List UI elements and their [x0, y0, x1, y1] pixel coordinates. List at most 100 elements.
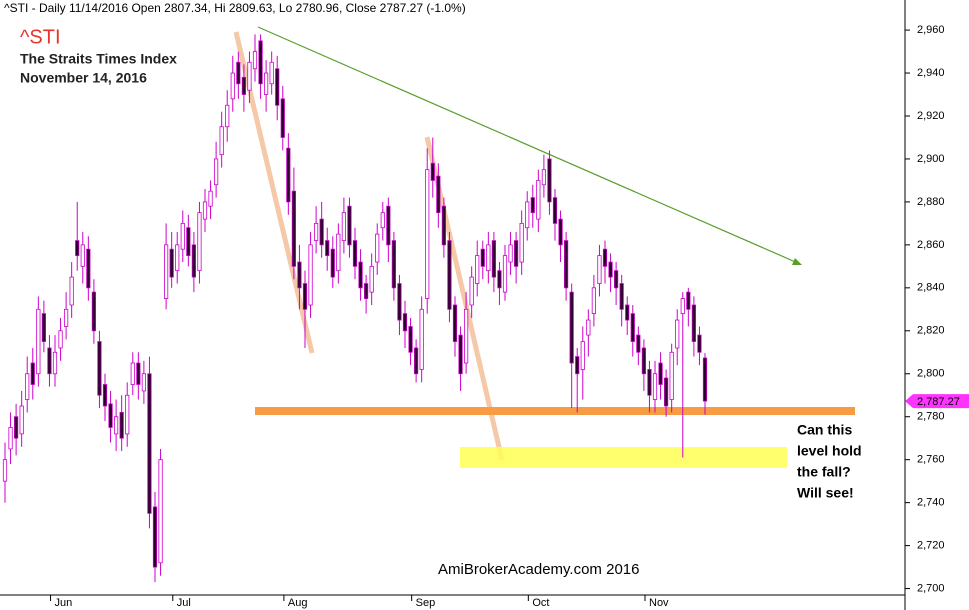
candle-body	[391, 240, 396, 289]
candle-body	[8, 427, 13, 450]
candle-body	[230, 72, 235, 100]
candle-body	[119, 412, 124, 439]
candle-body	[652, 373, 658, 400]
candle-body	[180, 222, 185, 250]
candle-body	[75, 240, 80, 257]
y-tick-label: 2,860	[917, 239, 945, 251]
candle-body	[514, 240, 519, 267]
annotation-line: the fall?	[797, 464, 851, 480]
candle-body	[675, 319, 680, 349]
candle-body	[564, 240, 569, 289]
candle-body	[247, 61, 252, 91]
header: ^STI - Daily 11/14/2016 Open 2807.34, Hi…	[4, 1, 466, 15]
candle-body	[525, 201, 530, 229]
support-zone	[460, 447, 787, 468]
chart-title: ^STI	[20, 26, 61, 48]
candle-body	[447, 240, 452, 310]
candle-body	[664, 377, 669, 407]
candle-body	[197, 212, 202, 272]
y-tick-label: 2,940	[917, 67, 945, 79]
candle-body	[519, 222, 524, 263]
candle-body	[102, 384, 108, 407]
candle-body	[147, 373, 152, 514]
y-tick-label: 2,900	[917, 153, 945, 165]
candle-body	[636, 334, 641, 353]
candle-body	[425, 169, 430, 299]
candle-body	[25, 373, 30, 400]
candle-body	[369, 265, 374, 293]
candle-body	[269, 61, 274, 85]
candle-body	[375, 233, 380, 263]
annotation-line: Will see!	[797, 485, 854, 501]
y-tick-label: 2,760	[917, 454, 945, 466]
candle-body	[658, 362, 663, 385]
candle-body	[64, 308, 69, 327]
candle-body	[141, 373, 146, 392]
candle-body	[341, 212, 346, 241]
candle-body	[602, 248, 608, 267]
candle-body	[552, 197, 558, 224]
candle-body	[697, 334, 702, 353]
candle-body	[452, 304, 458, 342]
candle-body	[608, 261, 613, 278]
candle-body	[280, 98, 285, 138]
candle-body	[347, 205, 352, 246]
candle-body	[169, 248, 174, 278]
candle-body	[297, 261, 302, 289]
candle-body	[125, 394, 130, 435]
candle-body	[419, 308, 424, 370]
candle-body	[52, 351, 58, 375]
candle-body	[19, 405, 24, 435]
candle-body	[475, 255, 480, 284]
candle-body	[364, 283, 369, 299]
candle-body	[630, 313, 635, 342]
candle-body	[597, 255, 602, 284]
candle-body	[258, 40, 263, 85]
candle-body	[536, 180, 541, 220]
candle-body	[702, 357, 708, 402]
candle-body	[108, 403, 113, 428]
candle-body	[14, 416, 19, 439]
y-tick-label: 2,780	[917, 411, 945, 423]
y-tick-label: 2,840	[917, 282, 945, 294]
candle-body	[502, 255, 508, 293]
y-tick-label: 2,880	[917, 196, 945, 208]
candle-body	[30, 362, 35, 385]
candle-body	[497, 270, 502, 289]
y-tick-label: 2,800	[917, 368, 945, 380]
candle-body	[591, 287, 596, 315]
candle-body	[614, 270, 619, 289]
candle-body	[458, 334, 463, 375]
candle-body	[208, 190, 213, 207]
candle-body	[175, 244, 180, 272]
candle-body	[330, 248, 335, 278]
candle-body	[241, 76, 246, 95]
candle-body	[80, 244, 85, 267]
candle-body	[191, 244, 196, 278]
candle-body	[291, 190, 296, 267]
x-tick-label: Aug	[288, 597, 308, 609]
candle-body	[186, 227, 191, 257]
candle-body	[358, 261, 363, 289]
candle-body	[669, 351, 674, 400]
candle-body	[491, 240, 496, 278]
candle-body	[547, 158, 552, 203]
candle-body	[319, 218, 324, 246]
y-tick-label: 2,920	[917, 110, 945, 122]
candle-body	[286, 147, 291, 203]
candle-body	[91, 291, 96, 332]
date: November 14, 2016	[20, 70, 147, 86]
candle-body	[302, 283, 308, 310]
candle-body	[308, 244, 313, 306]
x-tick-label: Jun	[55, 597, 73, 609]
candle-body	[691, 304, 696, 342]
candle-body	[58, 330, 63, 349]
candle-body	[625, 304, 630, 321]
candle-body	[486, 244, 491, 272]
candle-body	[219, 126, 224, 156]
candle-body	[97, 341, 102, 396]
candle-body	[402, 313, 408, 332]
support-line	[255, 407, 855, 415]
y-tick-label: 2,700	[917, 582, 945, 594]
last-price-label: 2,787.27	[917, 396, 960, 408]
